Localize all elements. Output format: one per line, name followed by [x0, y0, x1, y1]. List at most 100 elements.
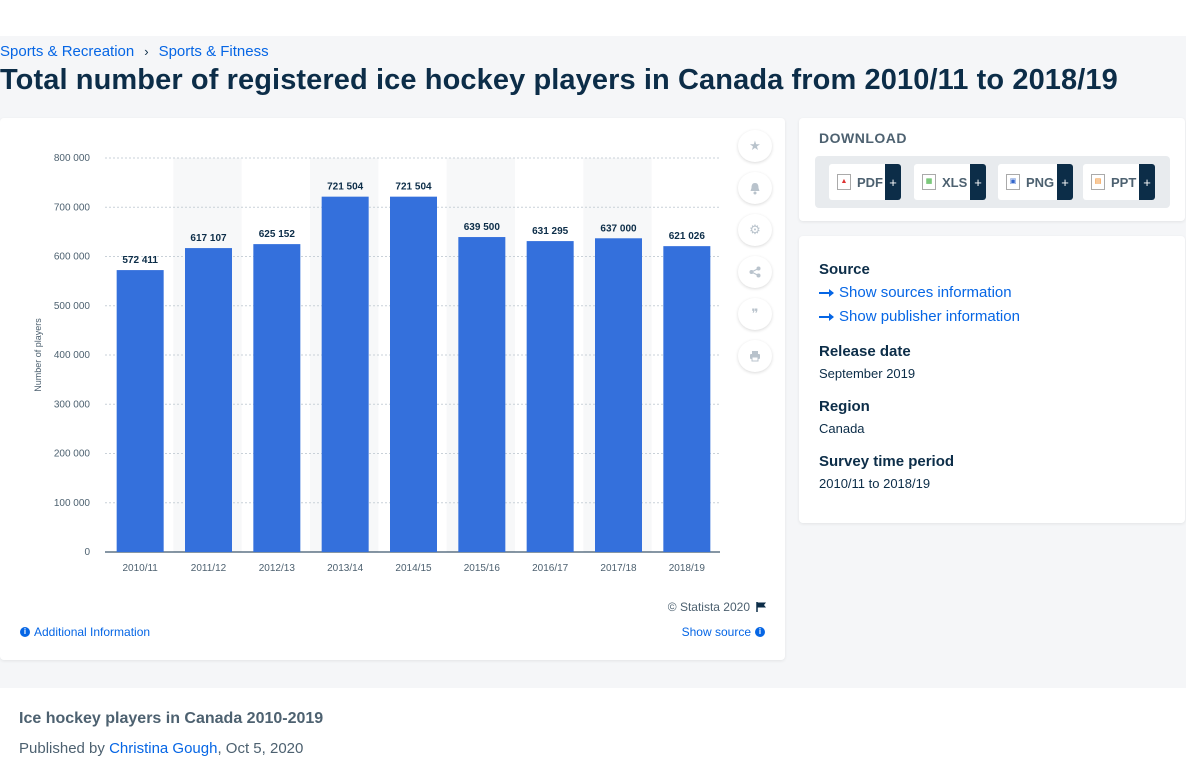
chart-copyright: © Statista 2020: [668, 600, 767, 614]
data-label: 721 504: [395, 182, 432, 193]
download-png-label: PNG: [1026, 174, 1055, 190]
breadcrumb-sports-recreation[interactable]: Sports & Recreation: [0, 43, 135, 60]
plus-icon: +: [1139, 164, 1155, 200]
x-tick-label: 2018/19: [669, 563, 706, 574]
share-icon[interactable]: [738, 256, 772, 288]
publication-card: Ice hockey players in Canada 2010-2019 P…: [0, 688, 1186, 760]
x-tick-label: 2016/17: [532, 563, 569, 574]
star-icon[interactable]: ★: [738, 130, 772, 162]
byline: Published by Christina Gough, Oct 5, 202…: [19, 740, 303, 757]
region-value: Canada: [819, 421, 865, 436]
chart-card: 0 100 000 200 000 300 000 400 000 500 000 600 …: [0, 118, 785, 660]
y-tick-label: 500 000: [54, 301, 91, 312]
show-source-link[interactable]: Show source i: [682, 625, 765, 639]
download-pdf-label: PDF: [857, 174, 883, 190]
show-sources-link[interactable]: Show sources information: [819, 284, 1012, 301]
data-label: 572 411: [122, 255, 158, 266]
download-xls-button[interactable]: ▦ XLS +: [914, 164, 986, 200]
bar: [526, 241, 574, 552]
png-file-icon: ▣: [1006, 174, 1020, 190]
bar: [390, 196, 437, 552]
bar: [595, 238, 642, 552]
additional-information-link[interactable]: i Additional Information: [20, 625, 150, 639]
quote-icon[interactable]: ❞: [738, 298, 772, 330]
x-tick-label: 2011/12: [191, 563, 227, 574]
arrow-right-icon: [819, 288, 834, 297]
show-sources-label: Show sources information: [839, 284, 1012, 301]
copyright-text: © Statista 2020: [667, 600, 750, 614]
ppt-file-icon: ▤: [1091, 174, 1105, 190]
bar: [116, 270, 164, 552]
download-ppt-label: PPT: [1111, 174, 1137, 190]
survey-period-heading: Survey time period: [819, 453, 955, 470]
show-publisher-label: Show publisher information: [839, 308, 1020, 325]
data-label: 621 026: [669, 231, 706, 242]
bar: [253, 244, 301, 552]
download-tray: ▲ PDF + ▦ XLS + ▣ PNG + ▤ PPT +: [815, 156, 1170, 208]
page-title: Total number of registered ice hockey pl…: [0, 64, 1118, 96]
published-by-label: Published by: [19, 740, 110, 757]
data-label: 617 107: [190, 233, 227, 244]
bar: [321, 196, 369, 552]
bar-chart: 0 100 000 200 000 300 000 400 000 500 000 600 …: [33, 153, 720, 574]
additional-information-label: Additional Information: [34, 625, 151, 639]
gear-icon[interactable]: ⚙: [738, 214, 772, 246]
data-label: 637 000: [600, 223, 637, 234]
y-tick-label: 200 000: [54, 449, 91, 460]
show-source-label: Show source: [681, 625, 751, 639]
arrow-right-icon: [819, 312, 834, 321]
info-icon: i: [755, 627, 765, 637]
x-tick-label: 2015/16: [464, 563, 501, 574]
flag-icon[interactable]: [756, 601, 767, 613]
print-icon[interactable]: [738, 340, 772, 372]
publish-date: , Oct 5, 2020: [217, 740, 304, 757]
y-tick-label: 400 000: [54, 350, 91, 361]
y-tick-label: 800 000: [54, 153, 91, 164]
info-icon: i: [20, 627, 30, 637]
survey-period-value: 2010/11 to 2018/19: [819, 476, 931, 491]
plus-icon: +: [885, 164, 901, 200]
bar: [185, 248, 232, 552]
bell-icon[interactable]: [738, 172, 772, 204]
x-tick-label: 2014/15: [395, 563, 432, 574]
y-tick-label: 700 000: [54, 202, 91, 213]
release-date-value: September 2019: [819, 366, 916, 381]
region-heading: Region: [819, 398, 870, 415]
show-publisher-link[interactable]: Show publisher information: [819, 308, 1020, 325]
x-tick-label: 2013/14: [327, 563, 364, 574]
bar: [663, 246, 711, 552]
xls-file-icon: ▦: [922, 174, 936, 190]
data-label: 721 504: [327, 182, 364, 193]
data-label: 631 295: [532, 226, 569, 237]
pdf-file-icon: ▲: [837, 174, 851, 190]
y-tick-label: 600 000: [54, 252, 91, 263]
download-pdf-button[interactable]: ▲ PDF +: [829, 164, 901, 200]
author-link[interactable]: Christina Gough: [109, 740, 218, 757]
statistic-details-card: Source Show sources information Show pub…: [799, 236, 1185, 523]
plus-icon: +: [970, 164, 986, 200]
x-tick-label: 2012/13: [259, 563, 296, 574]
breadcrumb-separator: ›: [144, 44, 149, 59]
download-xls-label: XLS: [942, 174, 968, 190]
bar: [458, 237, 506, 552]
y-tick-label: 100 000: [54, 498, 91, 509]
x-tick-label: 2017/18: [600, 563, 637, 574]
breadcrumb-sports-fitness[interactable]: Sports & Fitness: [158, 43, 269, 60]
plus-icon: +: [1057, 164, 1073, 200]
download-card: DOWNLOAD ▲ PDF + ▦ XLS + ▣ PNG + ▤ PPT +: [799, 118, 1185, 221]
source-heading: Source: [819, 261, 870, 278]
breadcrumb: Sports & Recreation › Sports & Fitness: [0, 43, 269, 60]
download-ppt-button[interactable]: ▤ PPT +: [1083, 164, 1155, 200]
top-bar: [0, 0, 1186, 36]
data-label: 639 500: [464, 222, 501, 233]
y-tick-label: 300 000: [54, 399, 91, 410]
chart-tools: ★ ⚙ ❞: [738, 130, 772, 372]
publication-title: Ice hockey players in Canada 2010-2019: [19, 710, 324, 727]
y-axis-label: Number of players: [33, 318, 43, 392]
release-date-heading: Release date: [819, 343, 911, 360]
data-label: 625 152: [259, 229, 296, 240]
download-png-button[interactable]: ▣ PNG +: [998, 164, 1073, 200]
x-tick-label: 2010/11: [122, 563, 158, 574]
y-tick-label: 0: [84, 547, 90, 558]
download-title: DOWNLOAD: [819, 130, 907, 146]
